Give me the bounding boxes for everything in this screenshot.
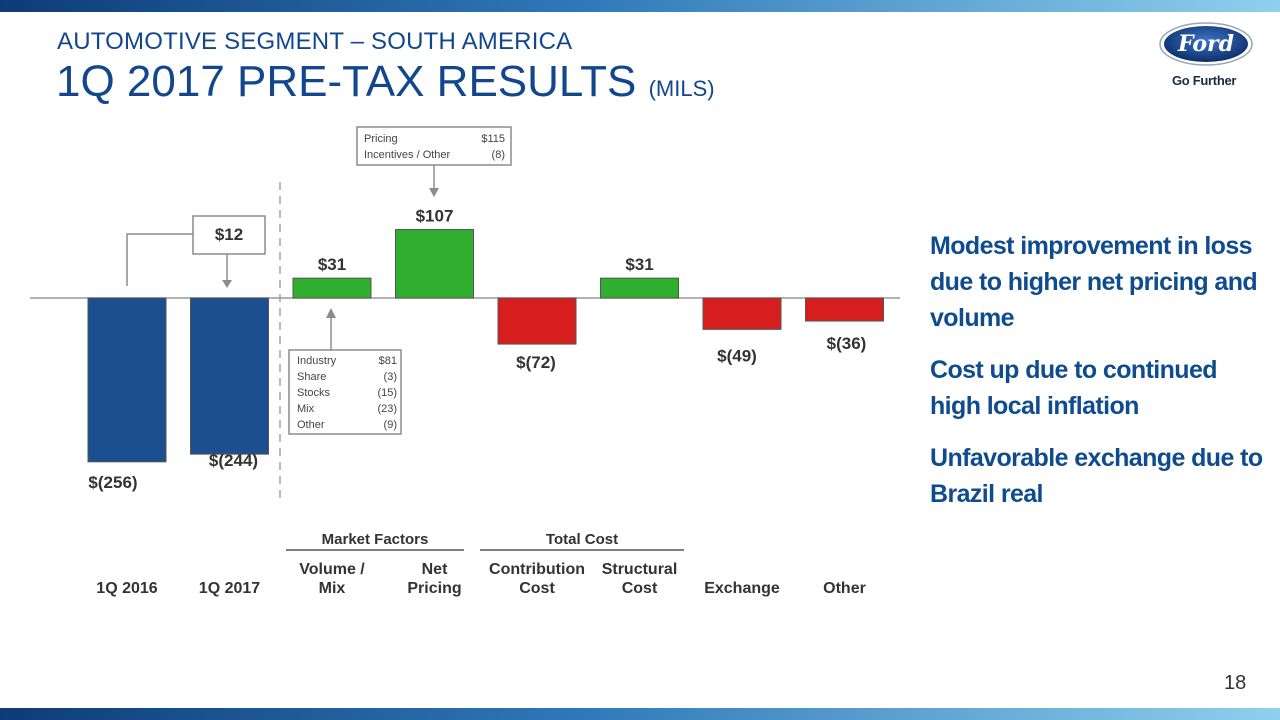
slide-title: 1Q 2017 PRE-TAX RESULTS (MILS) bbox=[56, 58, 715, 113]
top-accent-bar bbox=[0, 0, 1280, 12]
detail-row-value: (8) bbox=[492, 149, 505, 161]
category-label: Net bbox=[422, 561, 448, 578]
group-header: Market Factors bbox=[322, 531, 429, 548]
detail-arrow-head bbox=[429, 188, 439, 197]
page-number: 18 bbox=[1224, 672, 1247, 694]
bar-value-label: $107 bbox=[416, 207, 454, 226]
bullet-item: Unfavorable exchange due to Brazil real bbox=[930, 444, 1263, 508]
waterfall-chart: $(256) $(244) $31 $107 $(72) $31 $(49) $(36) $12… bbox=[30, 126, 900, 597]
detail-row-label: Other bbox=[297, 419, 325, 431]
waterfall-bar bbox=[87, 297, 167, 463]
title-units: (MILS) bbox=[648, 76, 715, 101]
category-label: Cost bbox=[622, 580, 658, 597]
bar-value-label: $(72) bbox=[516, 353, 556, 372]
detail-row-value: (3) bbox=[384, 371, 397, 383]
category-label: 1Q 2017 bbox=[199, 580, 260, 597]
category-label: Volume / bbox=[299, 561, 365, 578]
waterfall-bar bbox=[292, 277, 372, 299]
slide-title-text: 1Q 2017 PRE-TAX RESULTS bbox=[56, 57, 637, 106]
ford-oval-logo-icon: Ford bbox=[1159, 22, 1253, 66]
detail-row-label: Stocks bbox=[297, 387, 331, 399]
waterfall-bar bbox=[190, 297, 269, 455]
detail-row-value: (23) bbox=[377, 403, 397, 415]
detail-row-value: (15) bbox=[377, 387, 397, 399]
group-header: Total Cost bbox=[546, 531, 618, 548]
waterfall-bar bbox=[395, 229, 474, 299]
change-callout-label: $12 bbox=[215, 225, 243, 244]
volume-mix-detail-box bbox=[288, 349, 402, 435]
detail-row-value: (9) bbox=[384, 419, 397, 431]
detail-row-label: Industry bbox=[297, 355, 337, 367]
ford-wordmark: Ford bbox=[1177, 31, 1234, 57]
category-label: Contribution bbox=[489, 561, 585, 578]
change-callout-box bbox=[192, 215, 266, 255]
bar-value-label: $(36) bbox=[827, 334, 867, 353]
detail-arrow-head bbox=[326, 308, 336, 318]
slide-subtitle: AUTOMOTIVE SEGMENT – SOUTH AMERICA bbox=[57, 28, 573, 55]
waterfall-bar bbox=[497, 297, 577, 345]
detail-row-value: $115 bbox=[481, 133, 505, 145]
callout-arrow-head bbox=[222, 280, 232, 288]
bullet-list: Modest improvement in loss due to higher… bbox=[930, 228, 1270, 528]
detail-row-label: Incentives / Other bbox=[364, 149, 451, 161]
detail-row-label: Share bbox=[297, 371, 326, 383]
bottom-accent-bar bbox=[0, 708, 1280, 720]
callout-connector bbox=[126, 233, 193, 286]
category-label: Exchange bbox=[704, 580, 780, 597]
bullet-item: Modest improvement in loss due to higher… bbox=[930, 232, 1258, 332]
category-label: Mix bbox=[319, 580, 346, 597]
waterfall-bar bbox=[805, 297, 884, 322]
bar-value-label: $(256) bbox=[88, 473, 137, 492]
detail-row-value: $81 bbox=[379, 355, 397, 367]
logo-tagline: Go Further bbox=[1172, 73, 1237, 88]
bullet-item: Cost up due to continued high local infl… bbox=[930, 356, 1218, 420]
category-label: Structural bbox=[602, 561, 678, 578]
bar-value-label: $(244) bbox=[209, 451, 258, 470]
category-label: Pricing bbox=[407, 580, 461, 597]
category-label: Other bbox=[823, 580, 866, 597]
bar-value-label: $31 bbox=[318, 255, 346, 274]
detail-row-label: Pricing bbox=[364, 133, 398, 145]
waterfall-bar bbox=[600, 277, 679, 299]
detail-row-label: Mix bbox=[297, 403, 315, 415]
category-label: Cost bbox=[519, 580, 555, 597]
waterfall-bar bbox=[702, 297, 782, 330]
bar-value-label: $31 bbox=[625, 255, 653, 274]
bar-value-label: $(49) bbox=[717, 346, 757, 365]
category-label: 1Q 2016 bbox=[96, 580, 157, 597]
